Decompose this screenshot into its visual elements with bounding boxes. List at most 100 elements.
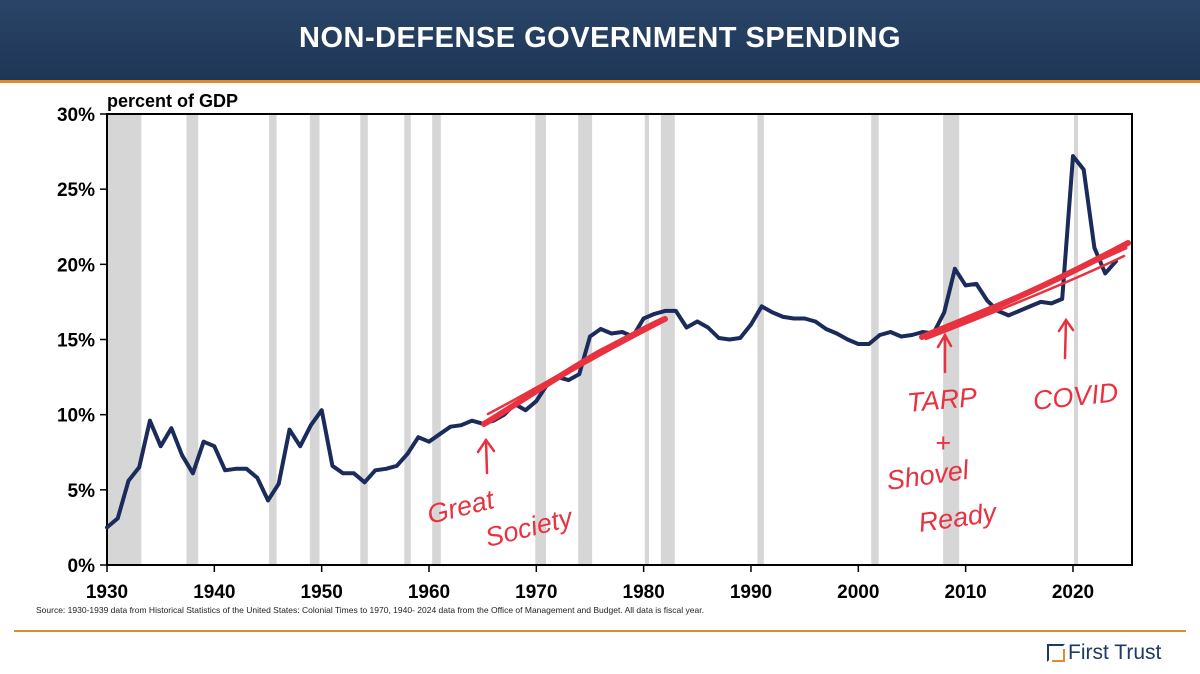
data-point: [588, 334, 592, 339]
footer-accent-line: [14, 630, 1186, 632]
x-tick-label: 1990: [730, 582, 772, 603]
data-point: [180, 453, 184, 458]
data-point: [266, 498, 270, 503]
recession-band-8: [578, 114, 593, 565]
y-tick-label: 15%: [57, 331, 95, 352]
data-point: [609, 331, 614, 336]
x-axis: 1930 1940 1950 1960 1970 1980 1990 2000 2010 2020: [86, 565, 1094, 603]
annotation-trend-lines: [481, 240, 1131, 427]
y-tick-label: 30%: [57, 105, 95, 126]
data-point: [845, 337, 850, 342]
data-point: [1049, 301, 1054, 306]
x-tick-label: 1940: [193, 582, 235, 603]
data-point: [1060, 297, 1065, 301]
data-point: [963, 283, 968, 288]
data-point: [470, 418, 474, 423]
data-point: [233, 466, 238, 471]
data-point: [877, 333, 882, 337]
data-point: [620, 330, 624, 334]
data-point: [352, 471, 356, 476]
data-point: [362, 480, 367, 485]
y-tick-label: 5%: [68, 481, 96, 502]
recession-band-9: [644, 114, 650, 565]
data-point: [1028, 304, 1032, 309]
data-point: [405, 451, 410, 456]
data-point: [985, 298, 989, 303]
y-axis-label: percent of GDP: [107, 91, 238, 111]
data-point: [448, 424, 453, 429]
data-point: [867, 342, 871, 346]
data-point: [287, 427, 292, 432]
data-point: [942, 310, 946, 315]
x-tick-label: 1950: [301, 582, 343, 603]
data-point: [781, 315, 785, 319]
data-point: [319, 408, 324, 412]
annotation-labels: Great Society TARP + Shovel Ready COVID: [424, 377, 1119, 553]
data-point: [148, 418, 152, 423]
data-point: [888, 330, 893, 334]
data-point: [727, 337, 732, 342]
data-point: [716, 336, 721, 340]
recession-band-10: [660, 114, 675, 565]
recession-band-4: [360, 114, 368, 565]
y-tick-label: 0%: [68, 556, 96, 577]
data-point: [856, 342, 861, 346]
logo-text: First Trust: [1068, 641, 1162, 664]
annotation-tarp: TARP: [906, 382, 978, 418]
data-point: [105, 525, 109, 530]
first-trust-logo-icon: [1047, 644, 1065, 662]
data-point: [309, 423, 313, 427]
header-accent-line: [0, 80, 1200, 83]
annotation-ready: Ready: [917, 497, 1000, 538]
data-point: [1071, 154, 1075, 158]
data-point: [1038, 300, 1043, 304]
x-tick-label: 2000: [837, 582, 879, 603]
annotation-society: Society: [482, 502, 577, 553]
recession-band-1: [186, 114, 199, 565]
x-tick-label: 1930: [86, 582, 128, 603]
data-point: [459, 423, 463, 427]
data-point: [706, 325, 710, 330]
data-point: [684, 325, 689, 330]
recession-band-14: [1074, 114, 1079, 565]
data-point: [244, 466, 249, 471]
data-point: [126, 479, 131, 483]
data-point: [598, 327, 603, 331]
recession-bands: [107, 114, 1079, 565]
data-point: [276, 482, 281, 486]
data-point: [770, 310, 775, 315]
data-point: [663, 309, 667, 313]
x-tick-label: 2020: [1052, 582, 1094, 603]
data-point: [1092, 245, 1097, 250]
data-point: [341, 471, 345, 476]
recession-band-3: [309, 114, 320, 565]
data-point: [641, 316, 646, 321]
data-point: [695, 319, 700, 324]
x-tick-label: 1980: [623, 582, 665, 603]
recession-band-5: [404, 114, 411, 565]
data-point: [749, 322, 753, 327]
recession-band-11: [757, 114, 764, 565]
data-point: [566, 378, 571, 382]
data-point: [953, 267, 957, 271]
x-tick-label: 1960: [408, 582, 450, 603]
data-point: [158, 444, 163, 449]
data-point: [384, 466, 388, 471]
data-point: [974, 282, 979, 286]
data-point: [255, 476, 260, 480]
data-point: [910, 333, 914, 337]
data-point: [1017, 309, 1022, 313]
data-point: [298, 444, 302, 449]
data-point: [824, 327, 828, 331]
data-point: [223, 468, 227, 473]
y-tick-label: 20%: [57, 255, 95, 276]
data-point: [169, 426, 174, 430]
x-tick-label: 2010: [944, 582, 986, 603]
y-tick-label: 10%: [57, 406, 95, 427]
source-note: Source: 1930-1939 data from Historical S…: [36, 605, 704, 615]
data-point: [437, 432, 442, 437]
data-point: [920, 330, 925, 334]
data-point: [416, 435, 421, 440]
data-point: [427, 439, 431, 444]
annotation-covid: COVID: [1031, 377, 1119, 416]
